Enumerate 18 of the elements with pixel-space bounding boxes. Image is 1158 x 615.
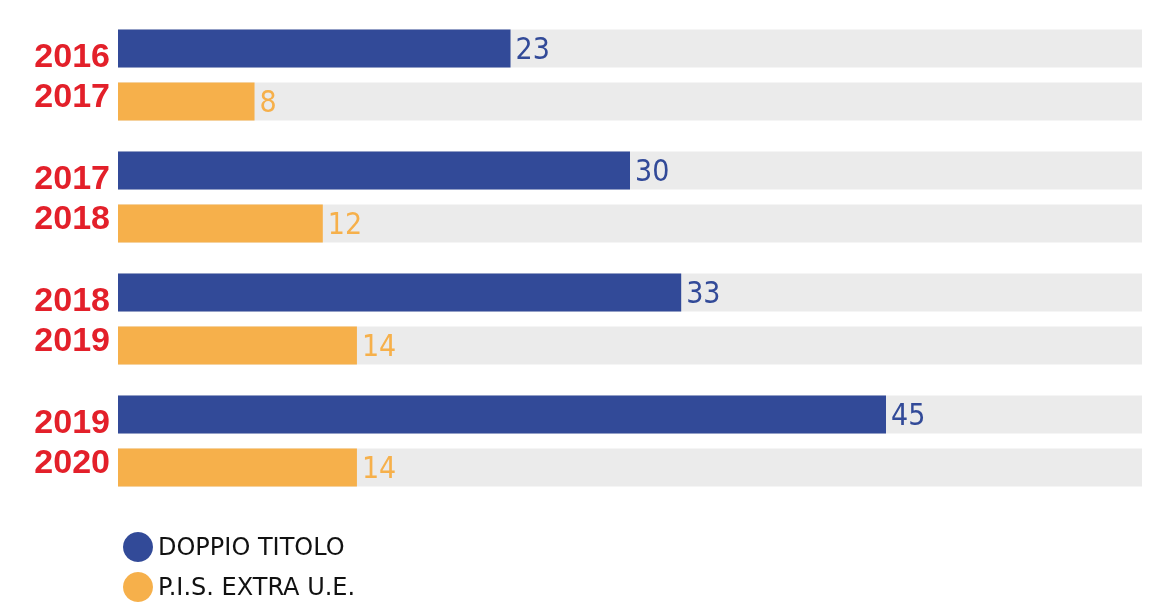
bar: [118, 326, 357, 365]
y-tick-label: 2018 2019: [34, 280, 110, 358]
data-label: 45: [891, 396, 926, 432]
data-label: 23: [515, 30, 550, 66]
y-tick-label: 2019 2020: [34, 402, 110, 480]
bar: [118, 448, 357, 487]
legend-label: DOPPIO TITOLO: [158, 533, 345, 561]
data-label: 8: [259, 84, 277, 120]
data-label: 33: [686, 274, 721, 310]
legend-label: P.I.S. EXTRA U.E.: [158, 573, 356, 601]
y-tick-label: 2017 2018: [34, 158, 110, 236]
data-label: 14: [361, 450, 397, 486]
data-label: 12: [327, 206, 363, 242]
y-tick-label: 2016 2017: [34, 36, 110, 114]
data-label: 30: [635, 152, 670, 188]
bar: [118, 204, 323, 243]
data-label: 14: [361, 328, 397, 364]
bar: [118, 82, 255, 121]
